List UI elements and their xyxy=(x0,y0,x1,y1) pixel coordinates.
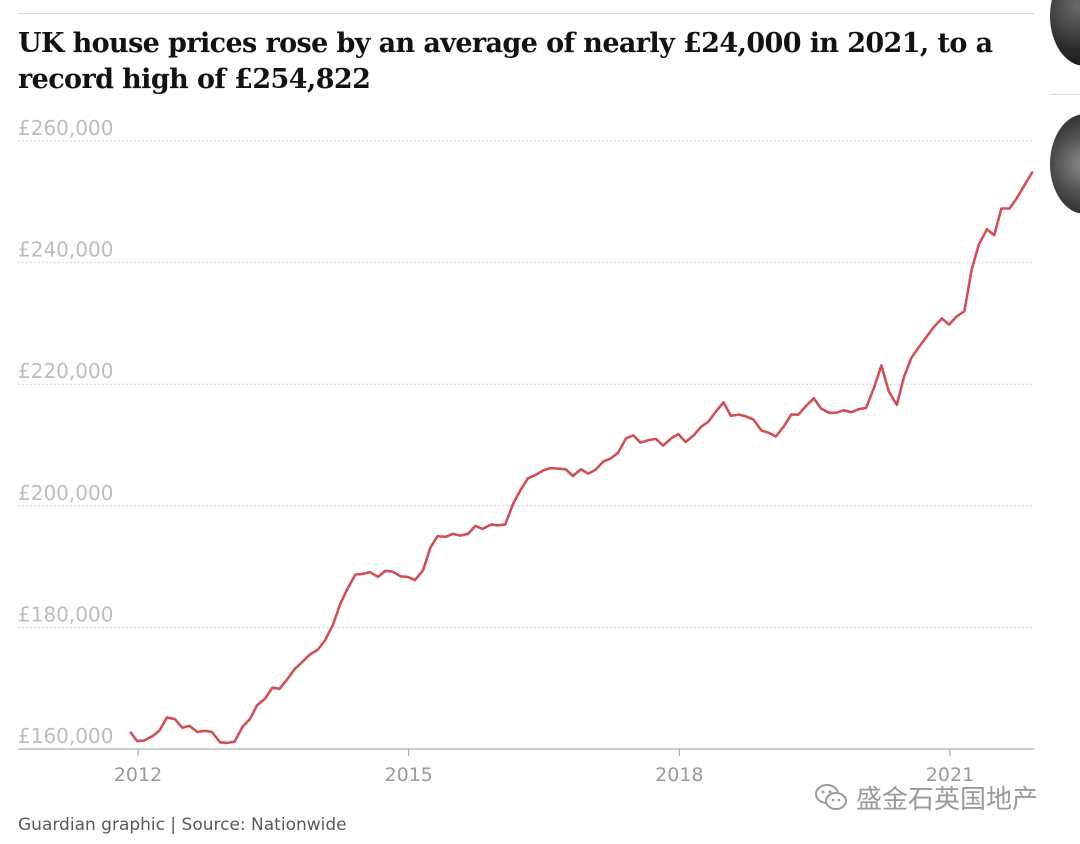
gridlines xyxy=(18,140,1034,628)
y-tick-label: £160,000 xyxy=(18,724,113,748)
x-tick-label: 2015 xyxy=(384,764,432,786)
chart-title: UK house prices rose by an average of ne… xyxy=(18,28,993,95)
related-articles-rail xyxy=(1050,0,1080,844)
y-tick-label: £240,000 xyxy=(18,238,113,262)
x-tick-label: 2021 xyxy=(926,764,974,786)
watermark: 盛金石英国地产 xyxy=(814,780,1039,815)
series-layer xyxy=(129,171,1034,745)
series-line xyxy=(129,171,1034,745)
article-thumbnail-icon[interactable] xyxy=(1050,114,1080,214)
rail-divider xyxy=(1050,94,1080,95)
x-axis: 2012 2015 2018 2021 xyxy=(18,748,1034,786)
wechat-icon xyxy=(815,784,847,810)
y-axis-labels: £260,000 £240,000 £220,000 £200,000 £180,000… xyxy=(18,116,113,748)
article-thumbnail-icon[interactable] xyxy=(1050,0,1080,66)
y-tick-label: £180,000 xyxy=(18,602,113,626)
watermark-text: 盛金石英国地产 xyxy=(856,784,1039,815)
source-note: Guardian graphic | Source: Nationwide xyxy=(18,815,347,835)
y-tick-label: £200,000 xyxy=(18,481,113,505)
x-tick-label: 2012 xyxy=(114,764,162,786)
y-tick-label: £220,000 xyxy=(18,359,113,383)
top-divider xyxy=(18,13,1034,14)
line-chart: £260,000 £240,000 £220,000 £200,000 £180,000… xyxy=(18,116,1034,786)
y-tick-label: £260,000 xyxy=(18,116,113,140)
x-tick-label: 2018 xyxy=(655,764,703,786)
